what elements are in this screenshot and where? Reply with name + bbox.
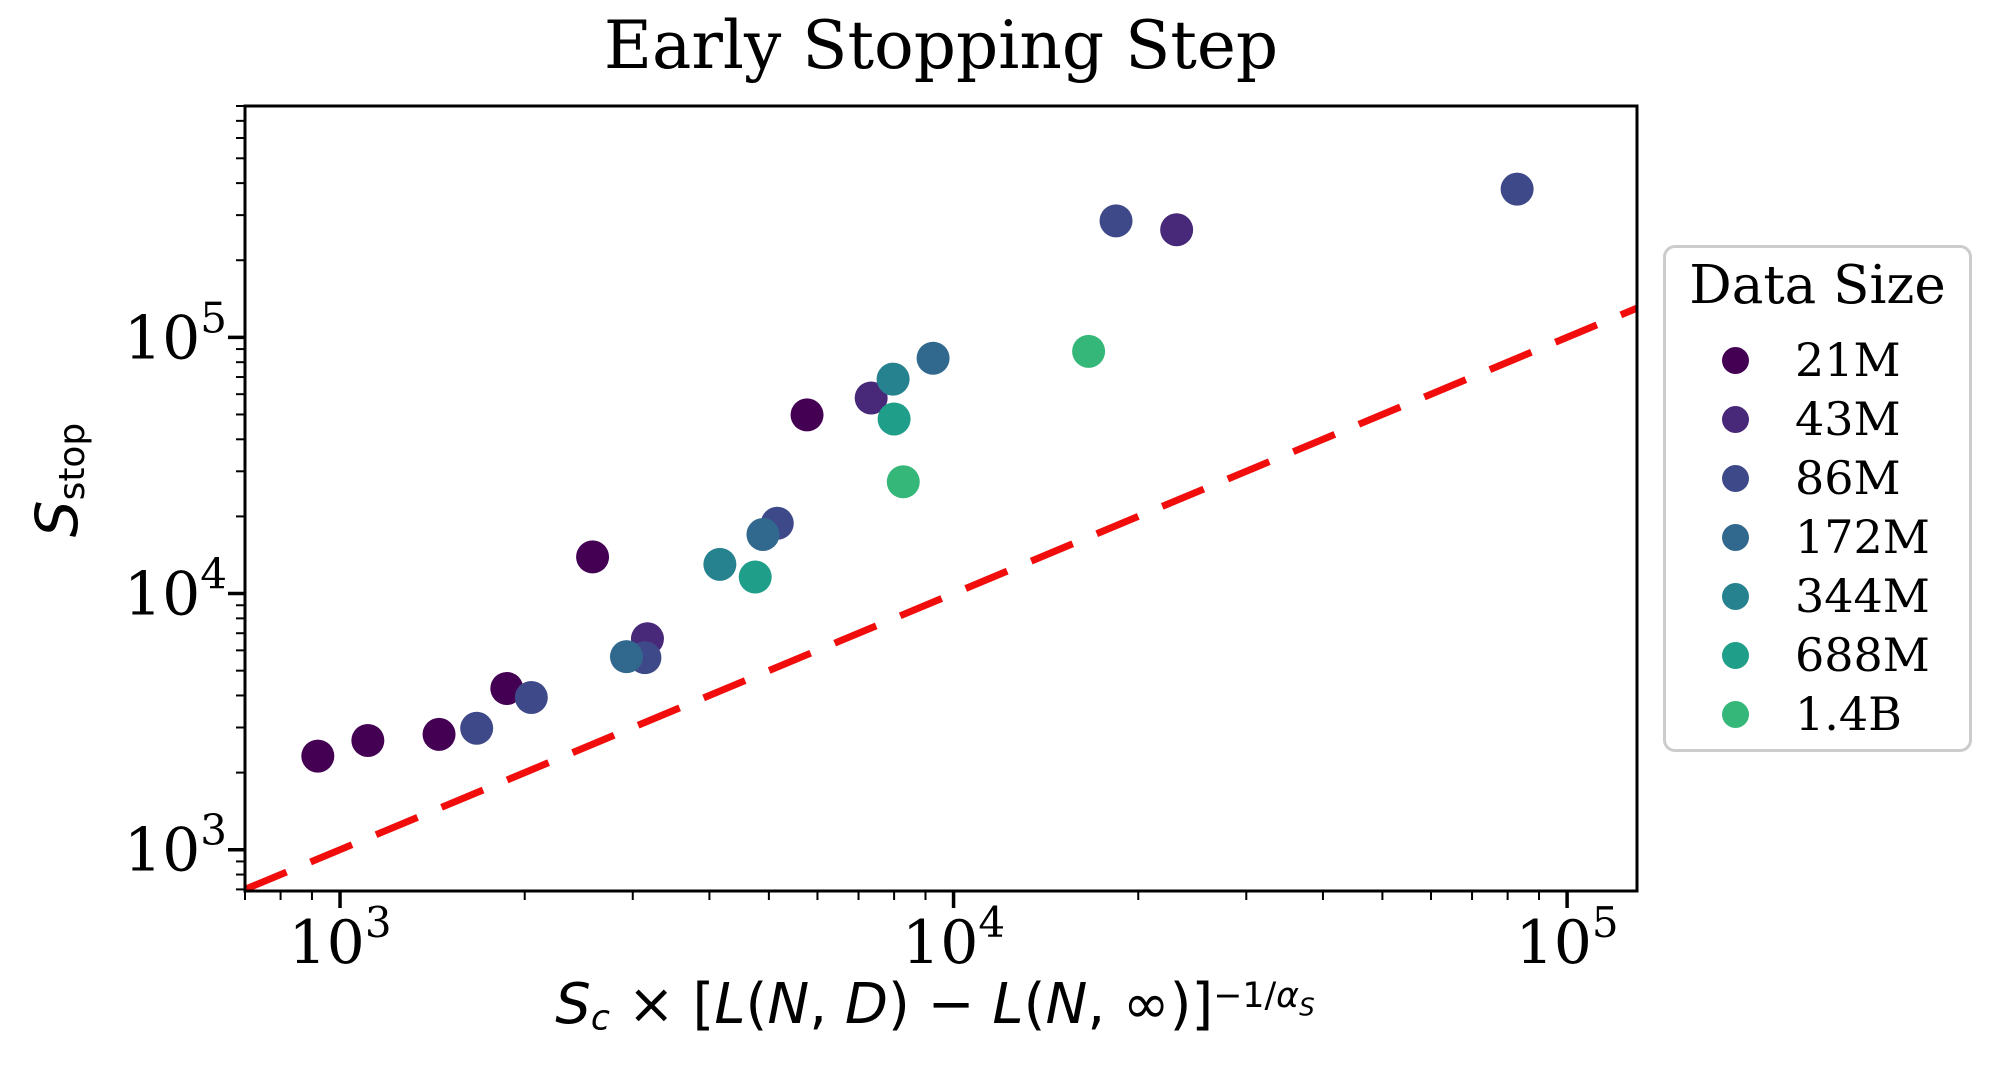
x-axis-ticks (244, 891, 1569, 908)
data-point (916, 341, 950, 375)
legend-marker-icon (1722, 641, 1749, 669)
chart-title: Early Stopping Step (603, 7, 1279, 84)
axis-label-segment: S (23, 500, 92, 538)
axis-label-segment: D (844, 972, 888, 1037)
axis-label-segment: L (714, 972, 746, 1037)
axis-label-segment: α (1276, 976, 1300, 1016)
axis-label-segment: L (992, 972, 1024, 1037)
legend-title: Data Size (1689, 255, 1946, 316)
data-point (1160, 213, 1194, 247)
axis-label-segment: ) − (888, 972, 993, 1037)
svg-text:103: 103 (124, 806, 227, 886)
reference-line (243, 304, 1639, 893)
data-point (1500, 172, 1534, 206)
series-344M (703, 362, 910, 581)
data-point (576, 540, 610, 574)
legend-item: 344M (1666, 567, 1969, 626)
legend-item-label: 1.4B (1795, 687, 1902, 742)
legend-marker-icon (1722, 346, 1749, 374)
legend-marker-icon (1722, 700, 1749, 728)
legend-item-label: 172M (1795, 510, 1930, 565)
legend-item: 21M (1666, 331, 1969, 390)
data-point (351, 723, 385, 757)
data-point (460, 711, 494, 745)
axis-label-segment: S (555, 972, 591, 1037)
legend-marker-icon (1722, 582, 1749, 610)
legend-items: 21M 43M 86M 172M 344M 688M 1.4B (1666, 331, 1969, 744)
axis-label-segment: N (1045, 972, 1088, 1037)
data-point (790, 398, 824, 432)
data-point (876, 362, 910, 396)
y-axis-label: Sstop (23, 423, 93, 537)
axis-label-segment: ( (1023, 972, 1046, 1037)
data-point (514, 680, 548, 714)
axis-label-segment: c (590, 998, 610, 1039)
data-point (609, 640, 643, 674)
data-point (1072, 334, 1106, 368)
legend-item-label: 688M (1795, 628, 1930, 683)
data-point (738, 560, 772, 594)
legend-item-label: 344M (1795, 569, 1930, 624)
series-172M (609, 341, 950, 674)
data-point (422, 717, 456, 751)
legend-item: 1.4B (1666, 685, 1969, 744)
legend-item-label: 86M (1795, 451, 1901, 506)
y-tick-labels: 103 104 105 (124, 293, 227, 885)
legend-box: Data Size 21M 43M 86M 172M 344M 688M 1.4B (1663, 245, 1972, 752)
series-688M (738, 402, 911, 594)
scatter-points (301, 172, 1534, 773)
legend-item-label: 43M (1795, 392, 1901, 447)
data-point (703, 547, 737, 581)
x-axis-label: Sc × [L(N, D) − L(N, ∞)]−1/αS (555, 972, 1314, 1038)
data-point (877, 402, 911, 436)
x-tick-labels: 103 104 105 (288, 898, 1618, 978)
series-21M (301, 398, 824, 773)
data-point (886, 465, 920, 499)
axis-label-segment: S (1299, 992, 1315, 1022)
legend-item: 688M (1666, 626, 1969, 685)
svg-text:105: 105 (1516, 898, 1619, 978)
svg-text:104: 104 (124, 550, 227, 630)
legend-item: 172M (1666, 508, 1969, 567)
axis-label-segment: −1/ (1213, 976, 1277, 1016)
legend-marker-icon (1722, 405, 1749, 433)
axis-label-segment: × [ (609, 972, 715, 1037)
y-axis-ticks (228, 105, 245, 891)
legend-item: 43M (1666, 390, 1969, 449)
legend-item: 86M (1666, 449, 1969, 508)
axis-label-segment: ( (745, 972, 768, 1037)
data-point (1099, 204, 1133, 238)
series-1.4B (886, 334, 1106, 499)
data-point (854, 381, 888, 415)
legend-marker-icon (1722, 523, 1749, 551)
axis-label-segment: , ∞)] (1087, 972, 1214, 1037)
data-point (746, 517, 780, 551)
svg-text:105: 105 (124, 293, 227, 373)
data-point (301, 739, 335, 773)
legend-marker-icon (1722, 464, 1749, 492)
svg-text:104: 104 (902, 898, 1005, 978)
legend-item-label: 21M (1795, 333, 1901, 388)
series-43M (630, 213, 1194, 656)
axis-label-segment: , (809, 972, 845, 1037)
axis-label-segment: N (767, 972, 810, 1037)
plot-border (243, 104, 1639, 893)
svg-text:103: 103 (288, 898, 391, 978)
axis-label-segment: stop (51, 422, 93, 501)
